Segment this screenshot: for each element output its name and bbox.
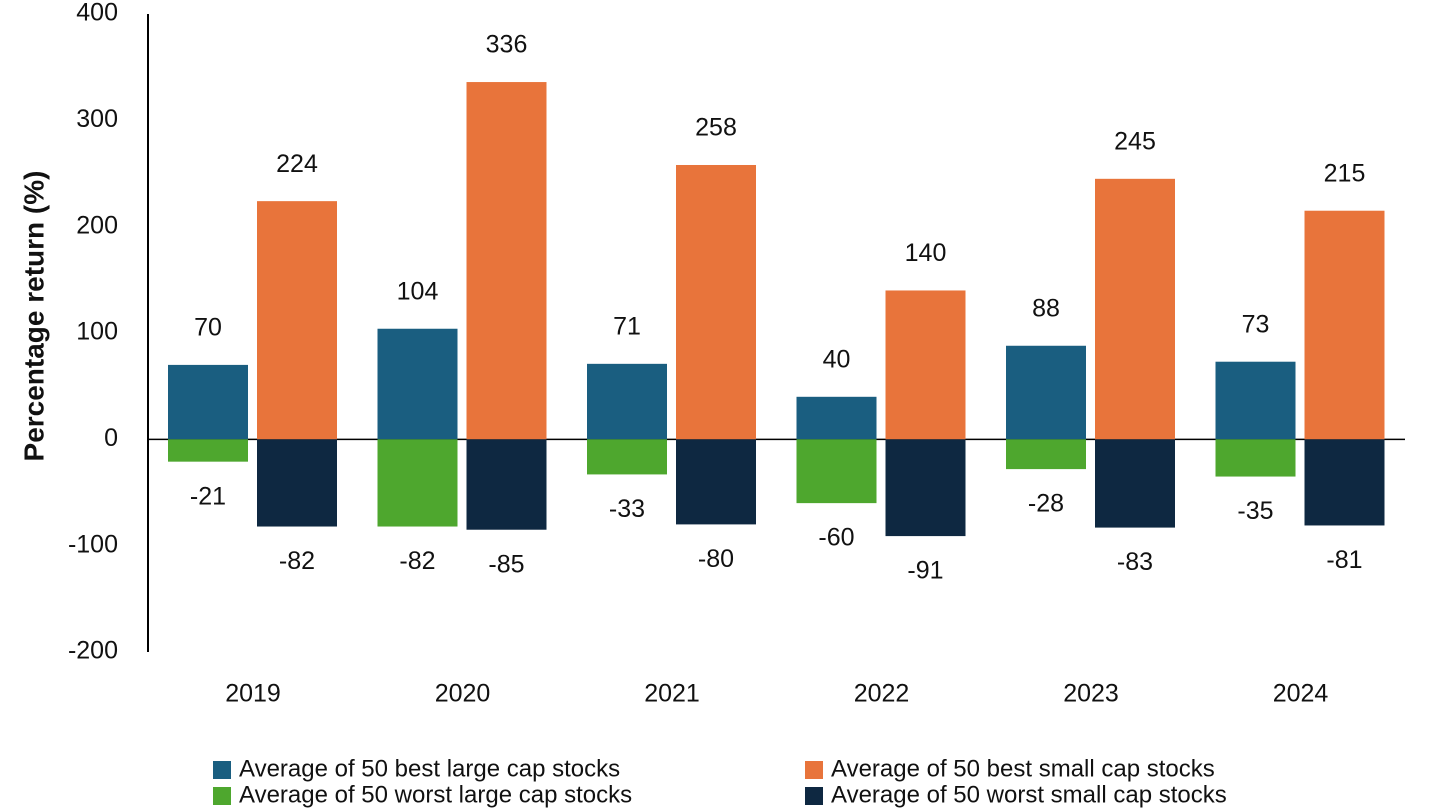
value-label: 104 <box>397 277 439 305</box>
value-label: -82 <box>399 547 435 575</box>
legend-label: Average of 50 worst small cap stocks <box>831 781 1227 808</box>
value-label: 71 <box>613 312 641 340</box>
bar <box>257 201 337 440</box>
y-tick-label: 0 <box>104 424 118 452</box>
bar <box>796 396 877 440</box>
bar <box>466 82 547 440</box>
value-label: -33 <box>609 495 645 523</box>
bar <box>377 328 458 440</box>
value-label: 336 <box>486 31 528 59</box>
y-tick-label: -100 <box>68 530 118 558</box>
bar <box>1215 439 1296 477</box>
bar <box>168 364 248 440</box>
value-label: 224 <box>276 150 318 178</box>
y-tick-label: 100 <box>76 318 118 346</box>
bar <box>1006 439 1086 470</box>
value-label: 40 <box>823 345 851 373</box>
value-label: 140 <box>905 239 947 267</box>
value-label: -28 <box>1028 490 1064 518</box>
bar <box>1095 439 1175 528</box>
bar <box>796 439 877 504</box>
bar <box>466 439 547 530</box>
bar <box>885 439 966 537</box>
value-label: -85 <box>488 550 524 578</box>
legend-swatch <box>213 787 231 805</box>
x-tick-label: 2019 <box>225 680 281 708</box>
value-label: 70 <box>194 314 222 342</box>
y-tick-label: 200 <box>76 211 118 239</box>
bar <box>1095 178 1175 440</box>
bar <box>885 290 966 440</box>
bar <box>168 439 248 462</box>
value-label: -21 <box>190 482 226 510</box>
bar <box>587 439 667 475</box>
legend-swatch <box>213 761 231 779</box>
y-tick-label: -200 <box>68 637 118 665</box>
value-label: -83 <box>1117 548 1153 576</box>
value-label: 73 <box>1242 310 1270 338</box>
bar <box>676 164 756 440</box>
legend-label: Average of 50 worst large cap stocks <box>239 781 632 808</box>
bar <box>676 439 756 525</box>
value-label: -60 <box>818 524 854 552</box>
bar <box>1006 345 1086 440</box>
bar <box>377 439 458 527</box>
y-tick-label: 300 <box>76 105 118 133</box>
bar <box>1304 439 1385 526</box>
x-tick-label: 2020 <box>435 680 491 708</box>
value-label: -82 <box>279 547 315 575</box>
legend-label: Average of 50 best small cap stocks <box>831 755 1215 782</box>
bar <box>257 439 337 527</box>
value-label: -81 <box>1326 546 1362 574</box>
legend-label: Average of 50 best large cap stocks <box>239 755 620 782</box>
x-tick-label: 2023 <box>1063 680 1119 708</box>
x-tick-label: 2024 <box>1273 680 1329 708</box>
value-label: 245 <box>1114 127 1156 155</box>
value-label: -91 <box>907 557 943 585</box>
value-label: 215 <box>1324 159 1366 187</box>
x-tick-label: 2021 <box>644 680 700 708</box>
bar <box>587 363 667 440</box>
value-label: 88 <box>1032 294 1060 322</box>
legend-swatch <box>805 787 823 805</box>
bar <box>1215 361 1296 440</box>
y-axis-label: Percentage return (%) <box>18 171 49 462</box>
bar <box>1304 210 1385 440</box>
value-label: 258 <box>695 114 737 142</box>
legend-swatch <box>805 761 823 779</box>
y-tick-label: 400 <box>76 0 118 27</box>
value-label: -80 <box>698 545 734 573</box>
x-tick-label: 2022 <box>854 680 910 708</box>
value-label: -35 <box>1237 497 1273 525</box>
